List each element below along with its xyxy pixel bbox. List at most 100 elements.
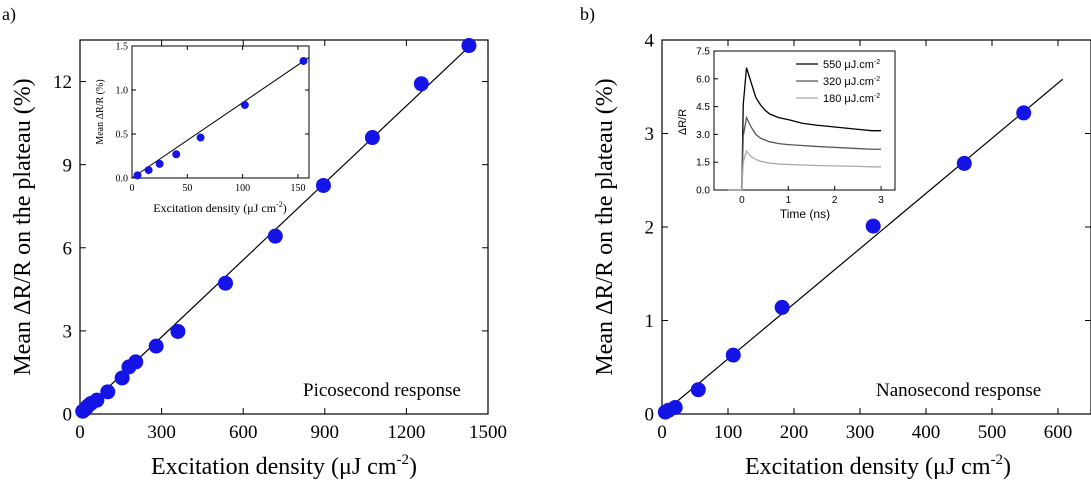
y-tick-label: 1.0 [116, 86, 129, 97]
x-tick-label: 150 [290, 183, 305, 194]
legend-label: 550 μJ.cm-2 [823, 59, 880, 71]
y-tick-label: 3 [63, 322, 73, 343]
x-tick-label: 1500 [469, 422, 507, 443]
chart-b-axes [661, 39, 1091, 415]
chart-b-xlabel-sup: -2 [990, 452, 1003, 468]
data-point [865, 218, 881, 234]
chart-a-inset-fit-line [131, 57, 310, 179]
legend-label-sup: -2 [874, 76, 880, 83]
chart-a-frame [79, 39, 489, 415]
data-point [667, 399, 683, 415]
data-point [315, 177, 331, 193]
x-tick-label: 100 [714, 422, 743, 443]
x-tick-label: 300 [147, 422, 176, 443]
data-point [89, 392, 105, 408]
chart-b-points [657, 105, 1032, 420]
y-tick-label: 6 [63, 238, 73, 259]
chart-a-annotation: Picosecond response [303, 380, 461, 401]
legend-label-sup: -2 [874, 59, 880, 66]
data-point [170, 323, 186, 339]
chart-b-inset-ylabel: ΔR/R [677, 109, 689, 135]
y-tick-label: 1 [645, 311, 655, 332]
legend-label-main: 550 μJ.cm [823, 59, 874, 71]
inset-data-point [133, 171, 142, 180]
chart-a-inset-frame [131, 45, 310, 179]
x-tick-label: 200 [780, 422, 809, 443]
x-tick-label: 3 [878, 195, 884, 206]
panel-a-label: a) [2, 4, 16, 25]
data-point [956, 155, 972, 171]
chart-a-inset-xlabel-sup: -2 [276, 200, 283, 209]
x-tick-label: 900 [311, 422, 340, 443]
data-point [128, 354, 144, 370]
y-tick-label: 4.5 [696, 102, 710, 113]
y-tick-label: 1.5 [696, 158, 710, 169]
legend-label: 320 μJ.cm-2 [823, 76, 880, 88]
x-tick-label: 500 [978, 422, 1007, 443]
chart-a-fit-line [79, 41, 475, 415]
data-point [413, 76, 429, 92]
chart-b-inset-tick-labels: 0 1 2 3 0.0 1.5 3.0 4.5 6.0 7.5 [696, 47, 884, 207]
y-tick-label: 12 [53, 72, 72, 93]
y-tick-label: 0 [645, 405, 655, 426]
data-point [1016, 105, 1032, 121]
x-tick-label: 0 [739, 195, 745, 206]
y-tick-label: 7.5 [696, 47, 710, 58]
x-tick-label: 0 [75, 422, 85, 443]
x-tick-label: 300 [846, 422, 875, 443]
x-tick-label: 600 [1044, 422, 1073, 443]
chart-a-points [75, 38, 477, 419]
legend-label-main: 180 μJ.cm [823, 93, 874, 105]
chart-a-xlabel-main: Excitation density (μJ cm [151, 454, 397, 480]
chart-b-inset-xlabel: Time (ns) [780, 207, 830, 221]
data-point [364, 130, 380, 146]
y-tick-label: 1.5 [116, 42, 129, 53]
x-tick-label: 0 [657, 422, 667, 443]
chart-b-annotation: Nanosecond response [876, 380, 1041, 401]
inset-data-point [155, 159, 164, 168]
inset-data-point [144, 166, 153, 175]
chart-a-inset-ylabel: Mean ΔR/R (%) [95, 79, 106, 144]
legend-label-main: 320 μJ.cm [823, 76, 874, 88]
x-tick-label: 100 [235, 183, 250, 194]
chart-b-tick-labels: 0 100 200 300 400 500 600 0 1 2 3 4 [645, 31, 1073, 443]
chart-a-inset-xlabel-end: ) [283, 201, 287, 215]
inset-series-line [727, 115, 882, 191]
y-tick-label: 3.0 [696, 130, 710, 141]
y-tick-label: 2 [645, 218, 655, 239]
data-point [100, 384, 116, 400]
chart-b-inset-frame [713, 50, 896, 191]
chart-a-xlabel: Excitation density (μJ cm-2) [151, 452, 417, 480]
y-tick-label: 9 [63, 155, 73, 176]
data-point [461, 38, 477, 54]
inset-series-line [727, 149, 882, 191]
chart-b-xlabel: Excitation density (μJ cm-2) [745, 452, 1011, 480]
legend-label-sup: -2 [874, 93, 880, 100]
chart-a-inset-points [133, 56, 308, 180]
chart-b-inset-series [727, 67, 882, 191]
chart-a-inset-xlabel-main: Excitation density (μJ cm [153, 201, 276, 215]
y-tick-label: 0 [63, 405, 73, 426]
chart-b-xlabel-main: Excitation density (μJ cm [745, 454, 991, 480]
chart-a-inset: 0 50 100 150 0.0 0.5 1.0 1.5 Excitation density… [95, 42, 310, 215]
data-point [267, 228, 283, 244]
y-tick-label: 0.0 [116, 174, 129, 185]
data-point [690, 382, 706, 398]
chart-a-xlabel-sup: -2 [396, 452, 409, 468]
data-point [148, 338, 164, 354]
legend-label: 180 μJ.cm-2 [823, 93, 880, 105]
data-point [725, 347, 741, 363]
x-tick-label: 1 [785, 195, 791, 206]
x-tick-label: 2 [832, 195, 838, 206]
inset-data-point [240, 100, 249, 109]
x-tick-label: 400 [912, 422, 941, 443]
data-point [114, 370, 130, 386]
chart-b-ylabel: Mean ΔR/R on the plateau (%) [592, 78, 618, 375]
panel-b-label: b) [580, 4, 595, 25]
y-tick-label: 3 [645, 124, 655, 145]
